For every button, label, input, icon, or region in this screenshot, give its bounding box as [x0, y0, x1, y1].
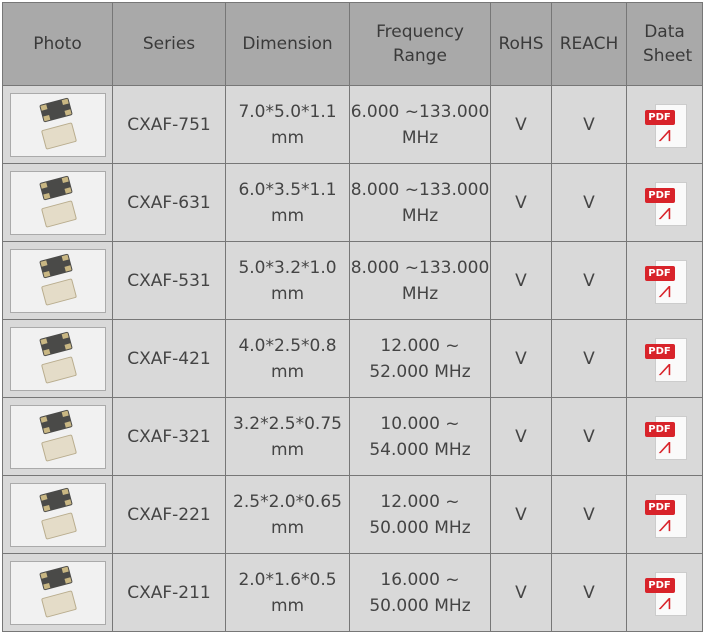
- reach-cell: V: [551, 319, 627, 398]
- rohs-cell: V: [490, 85, 552, 164]
- photo-cell: [2, 85, 113, 164]
- pdf-download-icon[interactable]: PDF ⩘: [643, 492, 687, 538]
- datasheet-cell: PDF ⩘: [626, 85, 703, 164]
- pdf-download-icon[interactable]: PDF ⩘: [643, 180, 687, 226]
- series-cell: CXAF-321: [112, 397, 226, 476]
- header-row: Photo Series Dimension Frequency Range R…: [2, 2, 703, 86]
- product-photo[interactable]: [9, 404, 106, 469]
- photo-cell: [2, 553, 113, 632]
- photo-cell: [2, 475, 113, 554]
- datasheet-cell: PDF ⩘: [626, 241, 703, 320]
- frequency-cell: 12.000 ~52.000 MHz: [349, 319, 491, 398]
- photo-cell: [2, 163, 113, 242]
- table-row: CXAF-421 4.0*2.5*0.8 mm 12.000 ~52.000 MH…: [2, 319, 703, 398]
- series-cell: CXAF-421: [112, 319, 226, 398]
- pdf-download-icon[interactable]: PDF ⩘: [643, 414, 687, 460]
- rohs-cell: V: [490, 475, 552, 554]
- product-photo[interactable]: [9, 482, 106, 547]
- product-photo[interactable]: [9, 170, 106, 235]
- header-photo: Photo: [2, 2, 113, 86]
- rohs-cell: V: [490, 319, 552, 398]
- product-photo[interactable]: [9, 248, 106, 313]
- photo-cell: [2, 319, 113, 398]
- table-row: CXAF-321 3.2*2.5*0.75 mm 10.000 ~54.000 M…: [2, 397, 703, 476]
- header-dimension: Dimension: [225, 2, 350, 86]
- table-row: CXAF-751 7.0*5.0*1.1 mm 6.000 ~133.000 MHz…: [2, 85, 703, 164]
- frequency-cell: 8.000 ~133.000 MHz: [349, 163, 491, 242]
- pdf-download-icon[interactable]: PDF ⩘: [643, 336, 687, 382]
- dimension-cell: 5.0*3.2*1.0 mm: [225, 241, 350, 320]
- reach-cell: V: [551, 475, 627, 554]
- dimension-cell: 7.0*5.0*1.1 mm: [225, 85, 350, 164]
- header-reach: REACH: [551, 2, 627, 86]
- series-cell: CXAF-221: [112, 475, 226, 554]
- dimension-cell: 2.5*2.0*0.65 mm: [225, 475, 350, 554]
- header-series: Series: [112, 2, 226, 86]
- datasheet-cell: PDF ⩘: [626, 475, 703, 554]
- pdf-download-icon[interactable]: PDF ⩘: [643, 570, 687, 616]
- frequency-cell: 16.000 ~50.000 MHz: [349, 553, 491, 632]
- dimension-cell: 3.2*2.5*0.75 mm: [225, 397, 350, 476]
- table-row: CXAF-211 2.0*1.6*0.5 mm 16.000 ~50.000 MH…: [2, 553, 703, 632]
- header-frequency: Frequency Range: [349, 2, 491, 86]
- table-row: CXAF-221 2.5*2.0*0.65 mm 12.000 ~50.000 M…: [2, 475, 703, 554]
- pdf-download-icon[interactable]: PDF ⩘: [643, 102, 687, 148]
- series-cell: CXAF-531: [112, 241, 226, 320]
- series-cell: CXAF-751: [112, 85, 226, 164]
- reach-cell: V: [551, 553, 627, 632]
- datasheet-cell: PDF ⩘: [626, 319, 703, 398]
- reach-cell: V: [551, 241, 627, 320]
- datasheet-cell: PDF ⩘: [626, 163, 703, 242]
- datasheet-cell: PDF ⩘: [626, 397, 703, 476]
- product-photo[interactable]: [9, 92, 106, 157]
- table-row: CXAF-631 6.0*3.5*1.1 mm 8.000 ~133.000 MHz…: [2, 163, 703, 242]
- frequency-cell: 8.000 ~133.000 MHz: [349, 241, 491, 320]
- series-cell: CXAF-211: [112, 553, 226, 632]
- frequency-cell: 12.000 ~50.000 MHz: [349, 475, 491, 554]
- dimension-cell: 6.0*3.5*1.1 mm: [225, 163, 350, 242]
- frequency-cell: 10.000 ~54.000 MHz: [349, 397, 491, 476]
- reach-cell: V: [551, 85, 627, 164]
- rohs-cell: V: [490, 397, 552, 476]
- datasheet-cell: PDF ⩘: [626, 553, 703, 632]
- photo-cell: [2, 397, 113, 476]
- pdf-download-icon[interactable]: PDF ⩘: [643, 258, 687, 304]
- rohs-cell: V: [490, 241, 552, 320]
- series-cell: CXAF-631: [112, 163, 226, 242]
- reach-cell: V: [551, 397, 627, 476]
- rohs-cell: V: [490, 553, 552, 632]
- product-photo[interactable]: [9, 326, 106, 391]
- dimension-cell: 4.0*2.5*0.8 mm: [225, 319, 350, 398]
- header-datasheet: Data Sheet: [626, 2, 703, 86]
- product-photo[interactable]: [9, 560, 106, 625]
- dimension-cell: 2.0*1.6*0.5 mm: [225, 553, 350, 632]
- reach-cell: V: [551, 163, 627, 242]
- header-rohs: RoHS: [490, 2, 552, 86]
- photo-cell: [2, 241, 113, 320]
- rohs-cell: V: [490, 163, 552, 242]
- table-row: CXAF-531 5.0*3.2*1.0 mm 8.000 ~133.000 MHz…: [2, 241, 703, 320]
- frequency-cell: 6.000 ~133.000 MHz: [349, 85, 491, 164]
